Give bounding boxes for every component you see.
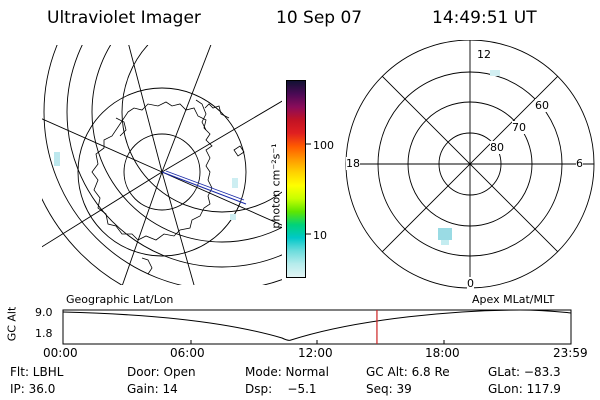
meridian — [42, 118, 163, 173]
timeline-x-tick-2359: 23:59 — [553, 346, 588, 360]
mlat-label-80: 80 — [490, 141, 504, 154]
timeline-y-label: GC Alt — [5, 306, 19, 342]
mode-readout: Mode: Normal — [245, 365, 329, 379]
latitude-arc — [121, 45, 282, 213]
header-date: 10 Sep 07 — [276, 8, 363, 28]
mlat-label-70: 70 — [512, 121, 526, 134]
latitude-arc — [91, 45, 282, 243]
coastline — [141, 257, 153, 275]
filter-readout: Flt: LBHL — [10, 365, 64, 379]
emission-blob — [438, 228, 452, 240]
colorbar-tick-10: 10 — [313, 229, 327, 242]
glat-readout: GLat: −83.3 — [488, 365, 561, 379]
meridian — [161, 171, 195, 285]
meridian — [161, 100, 282, 173]
ip-readout: IP: 36.0 — [10, 382, 56, 396]
header-time: 14:49:51 UT — [432, 8, 537, 28]
timeline-x-tick-1800: 18:00 — [425, 346, 460, 360]
coastline — [195, 99, 207, 131]
timeline-y-tick-bottom: 1.8 — [35, 327, 53, 340]
instrument-title: Ultraviolet Imager — [47, 8, 201, 28]
door-readout: Door: Open — [127, 365, 196, 379]
meridian — [121, 171, 163, 285]
latitude-circle — [77, 87, 247, 257]
right-panel-caption: Apex MLat/MLT — [472, 293, 555, 306]
emission-blob — [490, 70, 500, 76]
gain-readout: Gain: 14 — [127, 382, 178, 396]
timeline-y-tick-top: 9.0 — [35, 306, 53, 319]
mlt-label-6: 6 — [576, 157, 583, 170]
coastline — [91, 101, 213, 241]
coastline — [204, 103, 230, 119]
emission-blob — [441, 240, 449, 245]
mlt-line-diag — [381, 75, 559, 253]
mlat-label-60: 60 — [535, 99, 549, 112]
mlt-label-18: 18 — [346, 157, 360, 170]
geographic-polar-map — [42, 45, 282, 285]
glon-readout: GLon: 117.9 — [488, 382, 561, 396]
emission-blob — [232, 178, 238, 188]
altitude-timeline — [62, 309, 572, 345]
altitude-curve — [62, 309, 572, 341]
meridian — [161, 171, 282, 226]
satellite-track — [161, 171, 247, 205]
seq-readout: Seq: 39 — [366, 382, 412, 396]
dsp-readout: Dsp: −5.1 — [245, 382, 317, 396]
timeline-x-tick-0000: 00:00 — [43, 346, 78, 360]
colorbar-tick-100: 100 — [313, 139, 334, 152]
latitude-circle — [123, 133, 201, 211]
meridian — [161, 45, 212, 173]
left-panel-caption: Geographic Lat/Lon — [66, 293, 174, 306]
magnetic-polar-map — [345, 40, 595, 289]
colorbar-ticks — [306, 143, 311, 235]
timeline-x-tick-1200: 12:00 — [298, 346, 333, 360]
colorbar-unit-label: photon cm⁻²s⁻¹ — [269, 143, 283, 229]
latitude-arc — [43, 45, 282, 285]
colorbar — [286, 80, 306, 278]
coastline — [115, 117, 127, 137]
mlt-label-12: 12 — [477, 48, 491, 61]
latitude-arc — [66, 45, 282, 268]
satellite-track — [165, 170, 245, 201]
emission-blob — [230, 214, 236, 220]
coastline — [233, 145, 245, 157]
gc-alt-readout: GC Alt: 6.8 Re — [366, 365, 450, 379]
mlt-label-0: 0 — [467, 277, 474, 290]
emission-blob — [54, 152, 60, 166]
timeline-x-tick-0600: 06:00 — [170, 346, 205, 360]
